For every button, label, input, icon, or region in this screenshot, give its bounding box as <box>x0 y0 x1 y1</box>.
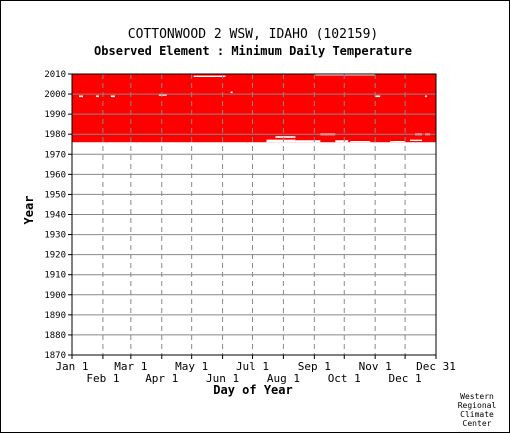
y-tick-label: 1880 <box>44 331 66 341</box>
data-layer <box>72 74 436 143</box>
credit-line: Regional <box>458 401 497 410</box>
data-gap <box>295 140 321 143</box>
x-tick-label: Sep 1 <box>298 360 331 373</box>
x-tick-label: Dec 31 <box>416 360 456 373</box>
x-tick-label: May 1 <box>175 360 208 373</box>
y-tick-label: 1870 <box>44 351 66 361</box>
y-tick-label: 1940 <box>44 211 66 221</box>
x-tick-label: Nov 1 <box>359 360 392 373</box>
data-record-block <box>72 74 436 143</box>
data-gap <box>78 95 83 98</box>
data-gap <box>158 94 167 96</box>
x-tick-label: Jan 1 <box>55 360 88 373</box>
credit-line: Center <box>463 419 492 428</box>
credit-line: Western <box>460 392 494 401</box>
chart-title: COTTONWOOD 2 WSW, IDAHO (102159) <box>128 27 378 42</box>
x-tick-label: Jul 1 <box>236 360 269 373</box>
y-tick-label: 1930 <box>44 231 66 241</box>
data-gap <box>110 95 115 98</box>
y-tick-label: 2010 <box>44 70 66 80</box>
x-tick-label: Feb 1 <box>86 372 119 385</box>
y-tick-label: 2000 <box>44 90 66 100</box>
y-axis: 1870 1880 1890 1900 1910 1920 1930 1940 1950 1960… <box>44 70 72 361</box>
x-tick-label: Aug 1 <box>267 372 300 385</box>
y-tick-label: 1990 <box>44 110 66 120</box>
chart-subtitle: Observed Element : Minimum Daily Tempera… <box>94 44 412 58</box>
y-tick-label: 1900 <box>44 291 66 301</box>
x-tick-label: Mar 1 <box>114 360 147 373</box>
y-tick-label: 1960 <box>44 170 66 180</box>
credit-line: Climate <box>460 410 494 419</box>
x-tick-label: Jun 1 <box>206 372 239 385</box>
data-gap <box>266 139 296 143</box>
data-gap <box>193 75 226 78</box>
x-axis-label: Day of Year <box>213 383 292 397</box>
credit-block: Western Regional Climate Center <box>458 392 497 428</box>
y-tick-label: 1910 <box>44 271 66 281</box>
data-gap <box>410 139 423 142</box>
data-gap <box>390 141 406 143</box>
data-gap <box>230 91 233 94</box>
x-tick-label: Apr 1 <box>145 372 178 385</box>
y-tick-label: 1980 <box>44 130 66 140</box>
data-gap <box>275 136 296 138</box>
data-gap <box>315 74 376 76</box>
data-gap <box>95 95 99 98</box>
y-tick-label: 1950 <box>44 190 66 200</box>
x-tick-label: Oct 1 <box>328 372 361 385</box>
grid-layer <box>71 73 437 356</box>
x-axis: Jan 1 Mar 1 May 1 Jul 1 Sep 1 Nov 1 Dec 31 Feb … <box>55 355 456 385</box>
x-tick-label: Dec 1 <box>389 372 422 385</box>
data-gap <box>335 140 349 143</box>
y-tick-label: 1970 <box>44 150 66 160</box>
y-tick-label: 1890 <box>44 311 66 321</box>
y-tick-label: 1920 <box>44 251 66 261</box>
data-gap <box>425 95 428 98</box>
data-gap <box>375 95 381 98</box>
data-gap <box>350 141 371 143</box>
y-axis-label: Year <box>22 196 36 225</box>
